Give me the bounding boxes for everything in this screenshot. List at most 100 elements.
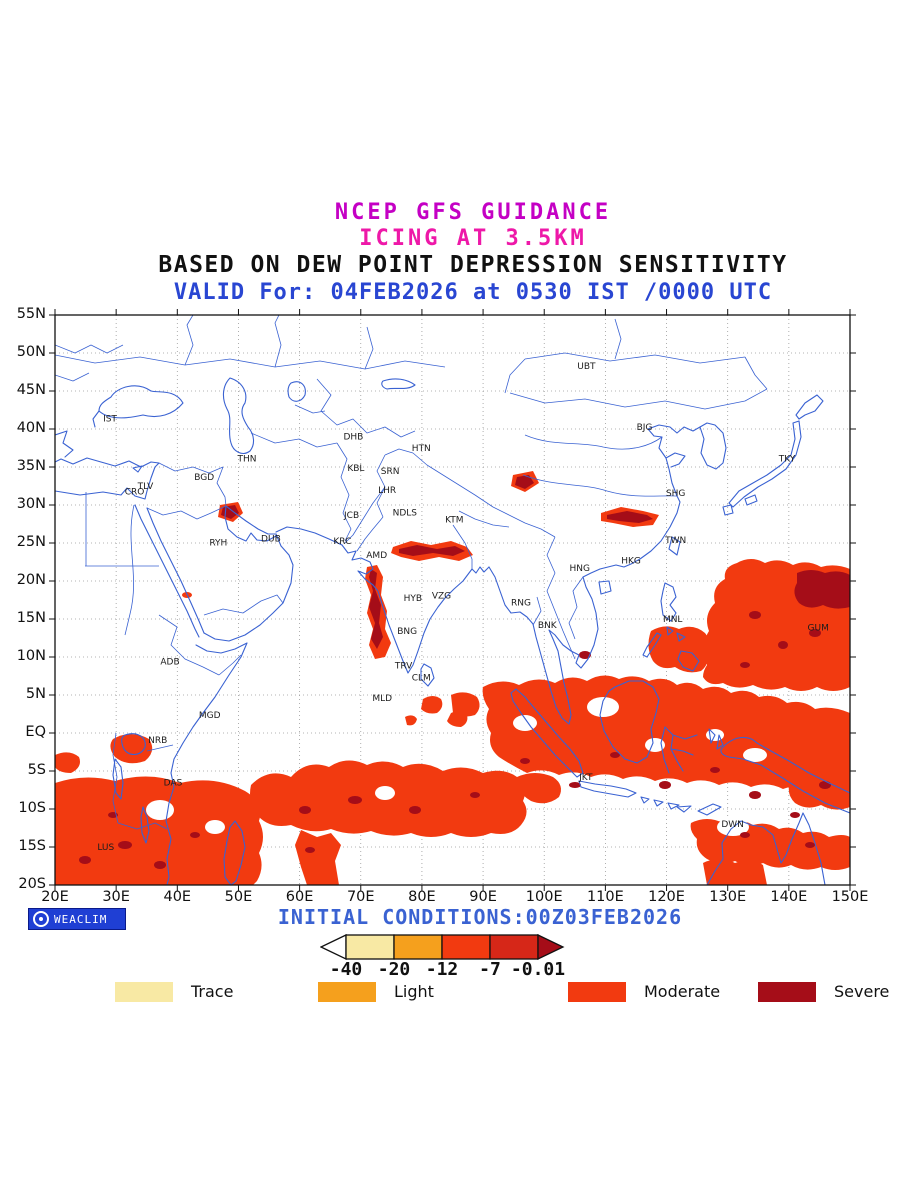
x-axis-label: 130E (709, 889, 747, 905)
legend-label: Light (394, 982, 434, 1001)
y-axis-label: 10N (16, 648, 46, 664)
city-label: SHG (666, 489, 685, 499)
city-label: HNG (569, 564, 590, 574)
city-label: NDLS (393, 509, 418, 519)
x-axis-label: 140E (770, 889, 808, 905)
city-label: MLD (372, 694, 392, 704)
axis-ticks (49, 309, 856, 891)
y-axis-label: 25N (16, 534, 46, 550)
city-label: UBT (577, 362, 596, 372)
x-axis-label: 20E (41, 889, 69, 905)
city-label: HKG (621, 557, 641, 567)
city-label: MGD (199, 711, 221, 721)
scale-left-tip (320, 933, 347, 961)
city-label: ADB (160, 658, 179, 668)
city-label: TKY (778, 455, 796, 465)
scale-segment-trace (345, 934, 395, 960)
title-block: NCEP GFS GUIDANCE ICING AT 3.5KM BASED O… (45, 199, 900, 306)
scale-right-tip (537, 933, 565, 961)
x-axis-label: 110E (586, 889, 624, 905)
y-axis-label: 20S (18, 876, 46, 892)
city-label: THN (237, 455, 257, 465)
city-label: TRV (394, 661, 413, 671)
city-label: KRC (333, 537, 351, 547)
scale-value-label: -7 (479, 959, 501, 980)
y-axis-label: 15S (18, 838, 46, 854)
scale-segment-moderate (441, 934, 491, 960)
city-label: VZG (432, 592, 451, 602)
city-label: JKT (578, 773, 593, 783)
city-label: RYH (209, 538, 227, 548)
y-axis-label: EQ (25, 724, 46, 740)
legend-item-moderate: Moderate (568, 982, 720, 1002)
y-axis-label: 5S (27, 762, 46, 778)
legend-item-severe: Severe (758, 982, 889, 1002)
legend-swatch-light (318, 982, 376, 1002)
color-scale-bar (320, 933, 565, 961)
city-label: DAS (164, 778, 183, 788)
x-axis-label: 120E (648, 889, 685, 905)
y-axis-labels: 55N 50N 45N 40N 35N 30N 25N 20N 15N 10N 5N EQ 5S 10S 1… (0, 306, 48, 892)
weaclim-label: WEACLIM (54, 912, 108, 926)
city-label: IST (103, 414, 117, 424)
city-label: CLM (412, 674, 431, 684)
scale-segment-severe (489, 934, 539, 960)
y-axis-label: 20N (16, 572, 46, 588)
y-axis-label: 15N (16, 610, 46, 626)
title-valid-line: VALID For: 04FEB2026 at 0530 IST /0000 U… (173, 280, 773, 305)
x-axis-label: 100E (525, 889, 563, 905)
y-axis-label: 30N (16, 496, 46, 512)
coastlines (55, 377, 850, 885)
city-label: AMD (366, 551, 387, 561)
city-label: GUM (808, 623, 829, 633)
legend-row: Trace Light Moderate Severe (0, 982, 900, 1006)
x-axis-label: 150E (831, 889, 869, 905)
weaclim-logo-icon (33, 911, 49, 927)
y-axis-label: 5N (25, 686, 46, 702)
scale-value-label: -0.01 (510, 959, 566, 980)
title-line-1: NCEP GFS GUIDANCE (334, 200, 612, 225)
title-line-3: BASED ON DEW POINT DEPRESSION SENSITIVIT… (158, 252, 788, 278)
legend-swatch-moderate (568, 982, 626, 1002)
city-label: LHR (378, 486, 396, 496)
city-label: DUB (261, 535, 281, 545)
city-label: RNG (511, 598, 531, 608)
x-axis-label: 30E (102, 889, 130, 905)
city-label: LUS (97, 843, 114, 853)
y-axis-label: 55N (16, 306, 46, 322)
x-axis-label: 50E (224, 889, 253, 905)
initial-conditions-text: INITIAL CONDITIONS:00Z03FEB2026 (277, 905, 683, 929)
legend-label: Moderate (644, 982, 721, 1001)
title-line-2: ICING AT 3.5KM (359, 226, 587, 251)
legend-item-trace: Trace (115, 982, 233, 1002)
city-label: BNK (538, 621, 558, 631)
legend-item-light: Light (318, 982, 434, 1002)
country-borders-rivers (55, 315, 768, 830)
y-axis-label: 40N (16, 420, 46, 436)
city-label: KBL (347, 464, 364, 474)
x-axis-label: 80E (408, 889, 436, 905)
city-label: KTM (445, 516, 463, 526)
legend-label: Severe (834, 982, 890, 1001)
city-label: DHB (343, 433, 363, 443)
scale-value-label: -20 (377, 959, 411, 980)
y-axis-label: 10S (18, 800, 46, 816)
city-label: BJG (637, 423, 653, 433)
y-axis-label: 50N (16, 344, 46, 360)
map-frame (54, 314, 851, 886)
x-axis-label: 70E (346, 889, 375, 905)
x-axis-labels: 20E 30E 40E 50E 60E 70E 80E 90E 100E 110E 120E 130E… (41, 889, 868, 909)
x-axis-label: 90E (469, 889, 497, 905)
x-axis-label: 60E (285, 889, 314, 905)
icing-severe-layer (79, 475, 850, 869)
legend-label: Trace (191, 982, 234, 1001)
city-label: DWN (721, 820, 744, 830)
x-axis-label: 40E (163, 889, 192, 905)
city-label: NRB (148, 736, 167, 746)
city-label: TLV (137, 482, 155, 492)
weaclim-badge: WEACLIM (28, 908, 126, 930)
legend-swatch-trace (115, 982, 173, 1002)
